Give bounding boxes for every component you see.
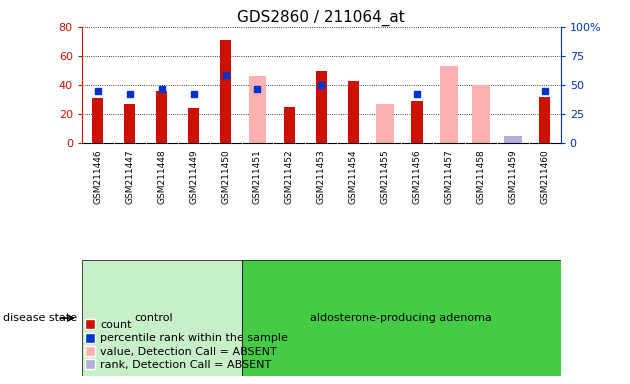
Bar [188, 108, 199, 143]
Bar [348, 81, 359, 143]
Bar [504, 136, 522, 143]
Bar [539, 97, 551, 143]
Text: GSM211456: GSM211456 [413, 149, 421, 204]
Text: GSM211451: GSM211451 [253, 149, 262, 204]
Bar [220, 40, 231, 143]
Text: GSM211449: GSM211449 [189, 149, 198, 204]
Text: GSM211454: GSM211454 [349, 149, 358, 204]
Text: GSM211459: GSM211459 [508, 149, 517, 204]
Bar [504, 136, 522, 143]
Bar [376, 104, 394, 143]
Text: aldosterone-producing adenoma: aldosterone-producing adenoma [310, 313, 492, 323]
Text: GSM211460: GSM211460 [541, 149, 549, 204]
Text: GSM211457: GSM211457 [445, 149, 454, 204]
Bar [156, 91, 168, 143]
Bar [472, 85, 490, 143]
Bar [124, 104, 135, 143]
Text: GSM211446: GSM211446 [93, 149, 102, 204]
Text: control: control [134, 313, 173, 323]
Bar [411, 101, 423, 143]
Text: GSM211450: GSM211450 [221, 149, 230, 204]
Bar [440, 66, 458, 143]
Bar [241, 260, 561, 376]
Bar [249, 76, 266, 143]
Text: GSM211455: GSM211455 [381, 149, 389, 204]
Bar [92, 98, 103, 143]
Text: GSM211453: GSM211453 [317, 149, 326, 204]
Bar [82, 260, 241, 376]
Text: GSM211448: GSM211448 [158, 149, 166, 204]
Legend: count, percentile rank within the sample, value, Detection Call = ABSENT, rank, : count, percentile rank within the sample… [81, 316, 292, 375]
Text: GSM211458: GSM211458 [476, 149, 485, 204]
Text: GSM211452: GSM211452 [285, 149, 294, 204]
Bar [284, 107, 295, 143]
Text: GSM211447: GSM211447 [125, 149, 134, 204]
Title: GDS2860 / 211064_at: GDS2860 / 211064_at [238, 9, 405, 25]
Text: disease state: disease state [3, 313, 77, 323]
Bar [316, 71, 327, 143]
